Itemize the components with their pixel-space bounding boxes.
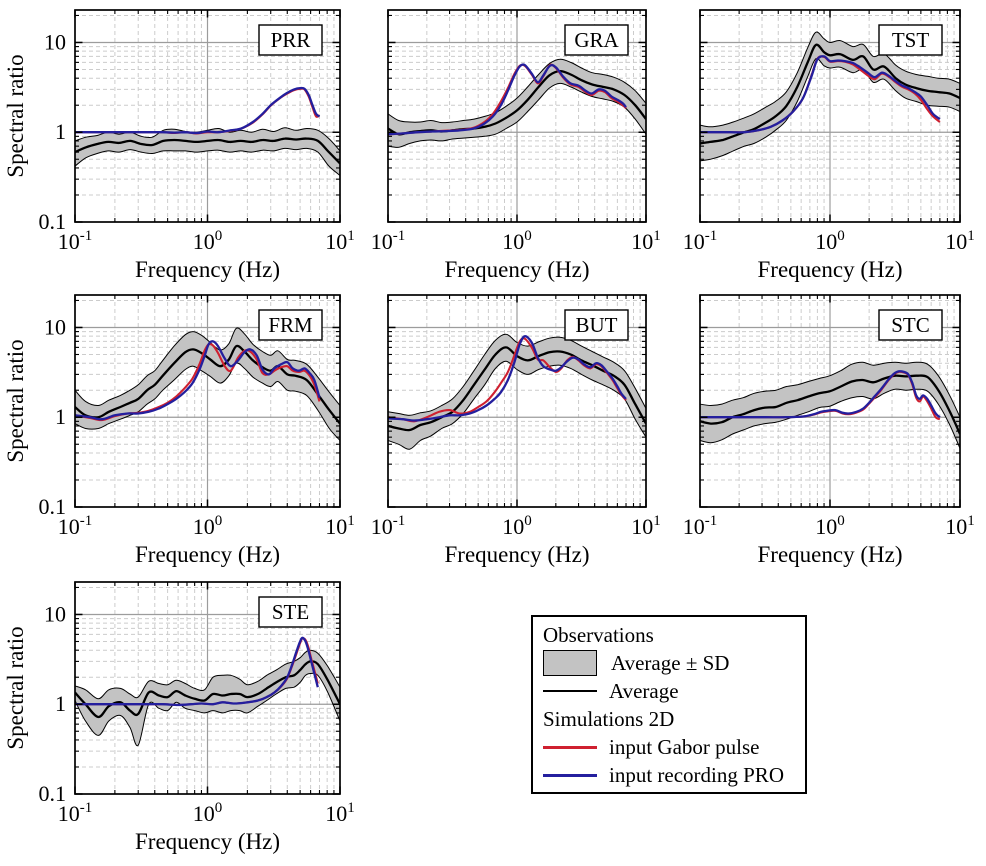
y-tick-label: 0.1 bbox=[39, 494, 67, 519]
x-tick-label: 100 bbox=[502, 228, 532, 254]
legend-item-label: input recording PRO bbox=[609, 762, 784, 787]
x-tick-label: 10-1 bbox=[683, 513, 718, 539]
station-label-box bbox=[258, 309, 323, 341]
legend-item-recording: input recording PRO bbox=[533, 761, 805, 789]
recording-line bbox=[388, 335, 627, 422]
band-area bbox=[700, 361, 960, 449]
x-tick-label: 100 bbox=[193, 800, 223, 826]
y-tick-label: 1 bbox=[55, 119, 66, 144]
x-tick-label: 101 bbox=[325, 800, 355, 826]
x-axis-title: Frequency (Hz) bbox=[758, 257, 903, 282]
recording-line bbox=[75, 86, 321, 135]
x-tick-label: 10-1 bbox=[371, 513, 406, 539]
band-area bbox=[75, 127, 340, 177]
x-tick-label: 10-1 bbox=[683, 228, 718, 254]
x-tick-label: 100 bbox=[815, 513, 845, 539]
station-label-box bbox=[564, 309, 629, 341]
panel-TST: 10-1 100 101 Frequency (Hz) TST bbox=[683, 9, 975, 282]
station-label-box bbox=[878, 309, 943, 341]
average-line bbox=[388, 69, 646, 136]
y-axis-title: Spectral ratio bbox=[3, 339, 28, 462]
x-tick-label: 101 bbox=[631, 228, 661, 254]
station-label: FRM bbox=[268, 313, 313, 337]
x-tick-label: 101 bbox=[945, 228, 975, 254]
y-axis-title: Spectral ratio bbox=[3, 626, 28, 749]
x-axis-title: Frequency (Hz) bbox=[135, 257, 280, 282]
x-tick-label: 101 bbox=[325, 228, 355, 254]
x-tick-label: 100 bbox=[502, 513, 532, 539]
x-axis-title: Frequency (Hz) bbox=[758, 542, 903, 567]
legend-item-gabor: input Gabor pulse bbox=[533, 733, 805, 761]
legend-section-title-simulations: Simulations 2D bbox=[543, 707, 675, 731]
station-label-box bbox=[258, 24, 323, 56]
legend-item-average: Average bbox=[533, 677, 805, 705]
recording-line bbox=[75, 636, 319, 707]
recording-line bbox=[388, 63, 627, 136]
station-label: GRA bbox=[574, 28, 619, 52]
station-label: TST bbox=[892, 28, 930, 52]
station-label: PRR bbox=[271, 28, 311, 52]
x-tick-label: 100 bbox=[193, 228, 223, 254]
x-tick-label: 100 bbox=[193, 513, 223, 539]
legend-section-title-observations: Observations bbox=[543, 623, 654, 647]
station-label-box bbox=[258, 596, 323, 628]
legend-item-label: Average ± SD bbox=[611, 650, 730, 675]
x-tick-label: 10-1 bbox=[371, 228, 406, 254]
average-line bbox=[75, 660, 340, 719]
recording-line bbox=[75, 340, 321, 421]
y-axis-title: Spectral ratio bbox=[3, 54, 28, 177]
x-tick-label: 10-1 bbox=[58, 228, 93, 254]
gabor-line-swatch bbox=[543, 745, 597, 749]
panel-BUT: 10-1 100 101 Frequency (Hz) BUT bbox=[371, 294, 661, 567]
y-tick-label: 10 bbox=[44, 601, 66, 626]
station-label: STC bbox=[891, 313, 930, 337]
x-axis-title: Frequency (Hz) bbox=[135, 542, 280, 567]
station-label-box bbox=[878, 24, 943, 56]
y-tick-label: 1 bbox=[55, 691, 66, 716]
x-tick-label: 10-1 bbox=[58, 513, 93, 539]
average-line-swatch bbox=[543, 689, 597, 693]
average-line bbox=[700, 374, 960, 435]
y-tick-label: 10 bbox=[44, 314, 66, 339]
x-tick-label: 100 bbox=[815, 228, 845, 254]
panel-GRA: 10-1 100 101 Frequency (Hz) GRA bbox=[371, 9, 661, 282]
y-tick-label: 1 bbox=[55, 404, 66, 429]
y-tick-label: 10 bbox=[44, 29, 66, 54]
y-tick-label: 0.1 bbox=[39, 209, 67, 234]
band-area bbox=[75, 327, 340, 442]
average-line bbox=[75, 344, 340, 425]
legend-box: Observations Average ± SD Average Simula… bbox=[531, 615, 807, 794]
x-tick-label: 10-1 bbox=[58, 800, 93, 826]
x-tick-label: 101 bbox=[945, 513, 975, 539]
band-swatch bbox=[543, 650, 597, 676]
x-axis-title: Frequency (Hz) bbox=[445, 542, 590, 567]
legend-item-label: input Gabor pulse bbox=[609, 734, 760, 759]
panel-STC: 10-1 100 101 Frequency (Hz) STC bbox=[683, 294, 975, 567]
x-axis-title: Frequency (Hz) bbox=[135, 829, 280, 854]
legend-item-label: Average bbox=[609, 678, 679, 703]
legend-item-average-sd: Average ± SD bbox=[533, 649, 805, 677]
station-label-box bbox=[564, 24, 629, 56]
recording-line-swatch bbox=[543, 773, 597, 777]
y-tick-label: 0.1 bbox=[39, 781, 67, 806]
x-tick-label: 101 bbox=[325, 513, 355, 539]
recording-line bbox=[700, 370, 941, 419]
x-axis-title: Frequency (Hz) bbox=[445, 257, 590, 282]
average-line bbox=[75, 137, 340, 165]
station-label: STE bbox=[272, 600, 309, 624]
x-tick-label: 101 bbox=[631, 513, 661, 539]
station-label: BUT bbox=[576, 313, 618, 337]
recording-line bbox=[700, 55, 941, 134]
